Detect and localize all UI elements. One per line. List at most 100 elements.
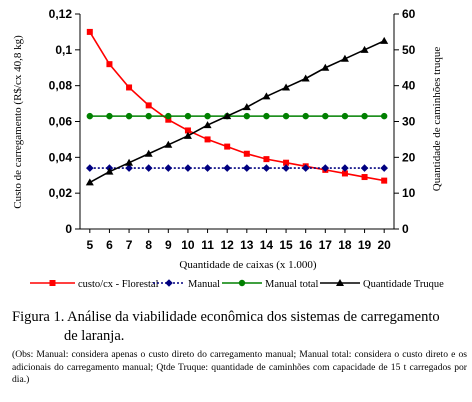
- y-right-tick-label: 60: [402, 7, 416, 21]
- data-point-s2: [145, 112, 152, 120]
- data-point-s0: [106, 61, 113, 68]
- data-point-s2: [380, 112, 388, 120]
- axes: 0 0,02 0,04 0,06 0,08 0,1 0,12 0 10 20 30 40 50 60 5 6 7…: [49, 7, 416, 252]
- y-left-tick-label: 0: [65, 222, 72, 236]
- data-point-s3: [125, 158, 134, 166]
- x-tick-label: 11: [201, 238, 214, 252]
- data-point-s2: [184, 112, 192, 120]
- data-point-s1: [380, 164, 388, 172]
- legend-marker-1: [165, 279, 173, 287]
- y-axis-left-label: Custo de carregamento (R$/cx 40,8 kg): [12, 35, 24, 209]
- data-point-s1: [164, 164, 173, 172]
- data-point-s3: [183, 131, 192, 139]
- data-point-s1: [184, 164, 192, 172]
- x-tick-label: 19: [358, 238, 372, 252]
- data-point-s2: [204, 112, 211, 120]
- data-point-s1: [144, 164, 153, 172]
- x-tick-label: 10: [181, 238, 195, 252]
- data-point-s0: [224, 143, 231, 150]
- data-point-s1: [262, 164, 271, 172]
- data-point-s3: [380, 36, 389, 44]
- x-tick-label: 16: [299, 238, 313, 252]
- x-tick-label: 7: [126, 238, 133, 252]
- caption-line-1: Figura 1. Análise da viabilidade econômi…: [12, 309, 440, 325]
- y-left-tick-label: 0,06: [49, 115, 73, 129]
- data-point-s1: [301, 164, 310, 172]
- x-tick-label: 20: [378, 238, 392, 252]
- y-left-tick-label: 0,1: [55, 43, 72, 57]
- data-point-s2: [282, 112, 290, 120]
- data-point-s3: [85, 178, 94, 186]
- data-point-s0: [204, 136, 211, 143]
- data-point-s1: [243, 164, 251, 172]
- data-point-s2: [322, 112, 329, 120]
- data-point-s0: [145, 102, 152, 109]
- data-point-s0: [243, 150, 250, 157]
- data-point-s1: [282, 164, 290, 172]
- x-tick-label: 13: [240, 238, 254, 252]
- y-right-tick-label: 50: [402, 43, 416, 57]
- series-line-0: [89, 31, 385, 182]
- data-point-s2: [361, 112, 368, 120]
- data-point-s1: [203, 164, 212, 172]
- series-line-3: [89, 40, 385, 184]
- chart: 0 0,02 0,04 0,06 0,08 0,1 0,12 0 10 20 30 40 50 60 5 6 7…: [12, 7, 444, 290]
- x-tick-label: 9: [165, 238, 172, 252]
- data-point-s1: [223, 164, 231, 172]
- figure-caption: Figura 1. Análise da viabilidade econômi…: [12, 308, 464, 346]
- x-tick-label: 6: [106, 238, 113, 252]
- data-point-s3: [164, 140, 173, 148]
- data-point-s1: [86, 164, 94, 172]
- data-point-s0: [361, 174, 368, 181]
- x-tick-label: 12: [221, 238, 235, 252]
- data-point-s0: [184, 127, 191, 134]
- y-right-tick-label: 20: [402, 150, 416, 164]
- data-point-s3: [340, 54, 349, 62]
- legend: custo/cx - Florestal Manual Manual total Qu…: [30, 279, 444, 290]
- figure-note: (Obs: Manual: considera apenas o custo d…: [12, 349, 467, 385]
- data-point-s3: [262, 92, 271, 100]
- y-left-tick-label: 0,02: [49, 186, 73, 200]
- data-point-s2: [263, 112, 270, 120]
- x-tick-label: 8: [145, 238, 152, 252]
- x-tick-label: 17: [319, 238, 333, 252]
- data-point-s3: [242, 103, 251, 111]
- y-right-tick-label: 0: [402, 222, 409, 236]
- legend-marker-2: [238, 279, 246, 287]
- data-point-s2: [125, 112, 133, 120]
- data-point-s0: [165, 116, 172, 123]
- data-point-s1: [321, 164, 330, 172]
- y-right-tick-label: 10: [402, 186, 416, 200]
- data-point-s3: [144, 149, 153, 157]
- data-point-s2: [106, 112, 113, 120]
- legend-label-0: custo/cx - Florestal: [78, 279, 159, 290]
- data-point-s0: [263, 156, 270, 163]
- y-right-tick-label: 30: [402, 115, 416, 129]
- caption-line-2: de laranja.: [64, 328, 125, 344]
- data-point-s3: [282, 83, 291, 91]
- y-left-tick-label: 0,08: [49, 79, 73, 93]
- y-right-tick-label: 40: [402, 79, 416, 93]
- data-point-s1: [341, 164, 349, 172]
- data-point-s0: [283, 159, 290, 166]
- data-point-s2: [302, 112, 309, 120]
- x-tick-label: 18: [338, 238, 352, 252]
- data-point-s3: [105, 167, 114, 175]
- legend-marker-3: [336, 279, 344, 286]
- y-axis-right-label: Quantidade de caminhões truque: [431, 47, 443, 192]
- x-tick-label: 14: [260, 238, 274, 252]
- legend-label-1: Manual: [188, 279, 220, 290]
- data-point-s2: [165, 112, 172, 120]
- y-left-tick-label: 0,04: [49, 150, 73, 164]
- x-tick-label: 5: [86, 238, 93, 252]
- data-point-s3: [301, 74, 310, 82]
- legend-label-2: Manual total: [265, 279, 318, 290]
- data-point-s3: [321, 63, 330, 71]
- data-point-s3: [223, 112, 232, 120]
- data-point-s3: [360, 45, 369, 53]
- data-point-s0: [86, 28, 93, 35]
- data-point-s0: [126, 84, 133, 91]
- data-point-s0: [381, 177, 388, 184]
- data-point-s0: [341, 170, 348, 177]
- data-point-s1: [360, 164, 369, 172]
